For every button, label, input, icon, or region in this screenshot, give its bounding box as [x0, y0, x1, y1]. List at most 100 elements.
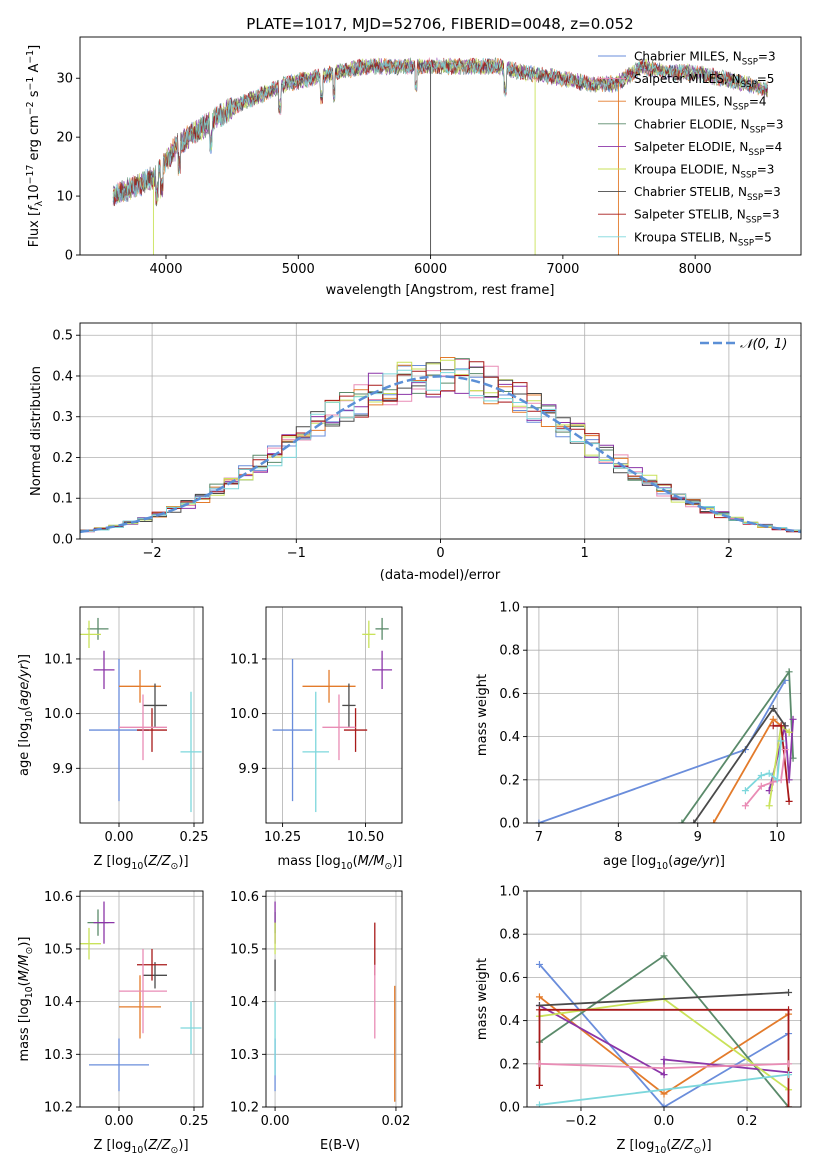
age-vs-mass-panel: 10.25 10.50 9.9 10.0 10.1 mass [log10(M/M⊙)]: [230, 606, 403, 872]
plot-area: [112, 56, 768, 255]
legend-label: Kroupa ELODIE, NSSP=3: [634, 163, 774, 181]
data-marker: [660, 1071, 668, 1079]
y-tick-label: 0.4: [52, 369, 73, 384]
axes-frame: [265, 606, 403, 824]
data-marker: [785, 728, 793, 736]
plot-area: [274, 901, 396, 1102]
y-tick-label: 0.8: [499, 928, 520, 943]
y-tick-label: 0.5: [52, 329, 73, 344]
y-tick-label: 0.6: [499, 687, 520, 702]
x-axis-label: mass [log10(M/M⊙)]: [278, 854, 403, 872]
y-tick-label: 10.5: [230, 942, 259, 957]
x-tick-label: −1: [287, 546, 306, 561]
data-marker: [785, 1071, 793, 1079]
spectrum-panel: 4000 5000 6000 7000 8000 0 10 20 30 wavelength [A…: [25, 36, 802, 298]
axes-frame: [79, 890, 204, 1108]
data-marker: [777, 722, 785, 730]
x-tick-label: 0: [436, 546, 444, 561]
data-marker: [660, 1090, 668, 1098]
y-tick-label: 10.6: [230, 890, 259, 905]
y-tick-label: 0.2: [52, 451, 73, 466]
mass-vs-metallicity-panel: 0.00 0.25 10.2 10.3 10.4 10.5 10.6 Z [log10(Z/Z…: [17, 890, 208, 1156]
y-tick-label: 9.9: [52, 762, 73, 777]
x-tick-label: 0.0: [654, 1114, 675, 1129]
y-axis-label: mass weight: [475, 674, 490, 756]
series-line: [538, 963, 789, 1107]
data-marker: [660, 1055, 668, 1063]
legend-label: Kroupa MILES, NSSP=4: [634, 95, 767, 113]
x-axis-label: age [log10(age/yr)]: [603, 854, 725, 872]
data-marker: [773, 776, 781, 784]
x-axis-label: Z [log10(Z/Z⊙)]: [93, 854, 188, 872]
data-marker: [660, 1103, 668, 1107]
y-tick-label: 30: [56, 72, 73, 87]
legend-label: Salpeter ELODIE, NSSP=4: [634, 140, 782, 158]
y-tick-label: 10.4: [44, 995, 73, 1010]
data-marker: [690, 819, 698, 823]
legend-label: Chabrier MILES, NSSP=3: [634, 50, 776, 68]
data-marker: [535, 1101, 543, 1107]
data-marker: [769, 705, 777, 713]
x-tick-label: 0.25: [180, 1114, 209, 1129]
data-marker: [535, 819, 543, 823]
data-marker: [757, 771, 765, 779]
y-tick-label: 10.0: [44, 707, 73, 722]
series-line: [539, 991, 789, 1007]
data-marker: [769, 778, 777, 786]
mass-vs-reddening-panel: 0.00 0.02 10.2 10.3 10.4 10.5 10.6 E(B-V): [230, 890, 410, 1153]
y-tick-label: 0.8: [499, 644, 520, 659]
y-tick-label: 10.4: [230, 995, 259, 1010]
y-tick-label: 10.1: [230, 652, 259, 667]
series-line: [538, 1008, 790, 1107]
x-tick-label: 7000: [546, 262, 579, 277]
x-tick-label: 5000: [282, 262, 315, 277]
grid: [266, 891, 402, 1108]
x-tick-label: 10.25: [264, 830, 301, 845]
x-tick-label: 0.2: [737, 1114, 758, 1129]
legend-label: Kroupa STELIB, NSSP=5: [634, 230, 772, 248]
x-tick-label: 8000: [679, 262, 712, 277]
legend: 𝒩(0, 1): [700, 337, 787, 352]
y-tick-label: 10.3: [230, 1048, 259, 1063]
y-tick-label: 10.2: [230, 1101, 259, 1116]
spectrum-line: [112, 57, 768, 206]
residuals-panel: −2 −1 0 1 2 0.0 0.1 0.2 0.3 0.4 0.5 (data-model)/er…: [29, 322, 802, 583]
y-tick-label: 0.1: [52, 492, 73, 507]
data-marker: [678, 819, 686, 823]
legend-label: 𝒩(0, 1): [740, 337, 787, 352]
x-tick-label: 7: [535, 830, 543, 845]
x-tick-label: 10.50: [347, 830, 384, 845]
data-marker: [769, 722, 777, 730]
x-axis-label: wavelength [Angstrom, rest frame]: [326, 283, 555, 298]
data-marker: [535, 993, 543, 1001]
mass-weight-vs-metallicity-panel: −0.2 0.0 0.2 0.0 0.2 0.4 0.6 0.8 1.0 Z [log10(Z/Z…: [475, 885, 802, 1156]
plot-area: [535, 952, 793, 1107]
spectrum-line: [112, 57, 768, 203]
y-tick-label: 1.0: [499, 601, 520, 616]
x-tick-label: 4000: [149, 262, 182, 277]
data-marker: [785, 989, 793, 997]
mass-weight-vs-age-panel: 7 8 9 10 0.0 0.2 0.4 0.6 0.8 1.0 age [log10(age/yr…: [475, 601, 802, 872]
grid: [266, 607, 402, 823]
legend-label: Chabrier ELODIE, NSSP=3: [634, 117, 783, 135]
x-tick-label: −0.2: [565, 1114, 597, 1129]
data-marker: [757, 782, 765, 790]
data-marker: [741, 802, 749, 810]
y-axis-label: mass weight: [475, 958, 490, 1040]
data-marker: [710, 819, 718, 823]
plot-area: [80, 901, 202, 1092]
x-tick-label: 10: [769, 830, 786, 845]
y-tick-label: 0.4: [499, 1014, 520, 1029]
y-tick-label: 0.0: [52, 533, 73, 548]
y-tick-label: 0.2: [499, 1057, 520, 1072]
gaussian-reference-curve: [80, 375, 801, 534]
y-tick-label: 10.2: [44, 1101, 73, 1116]
y-tick-label: 0: [65, 249, 73, 264]
data-marker: [789, 715, 797, 723]
y-tick-label: 0.2: [499, 773, 520, 788]
data-marker: [785, 797, 793, 805]
y-tick-label: 10.0: [230, 707, 259, 722]
figure-title: PLATE=1017, MJD=52706, FIBERID=0048, z=0…: [246, 15, 633, 33]
data-marker: [535, 1006, 543, 1014]
